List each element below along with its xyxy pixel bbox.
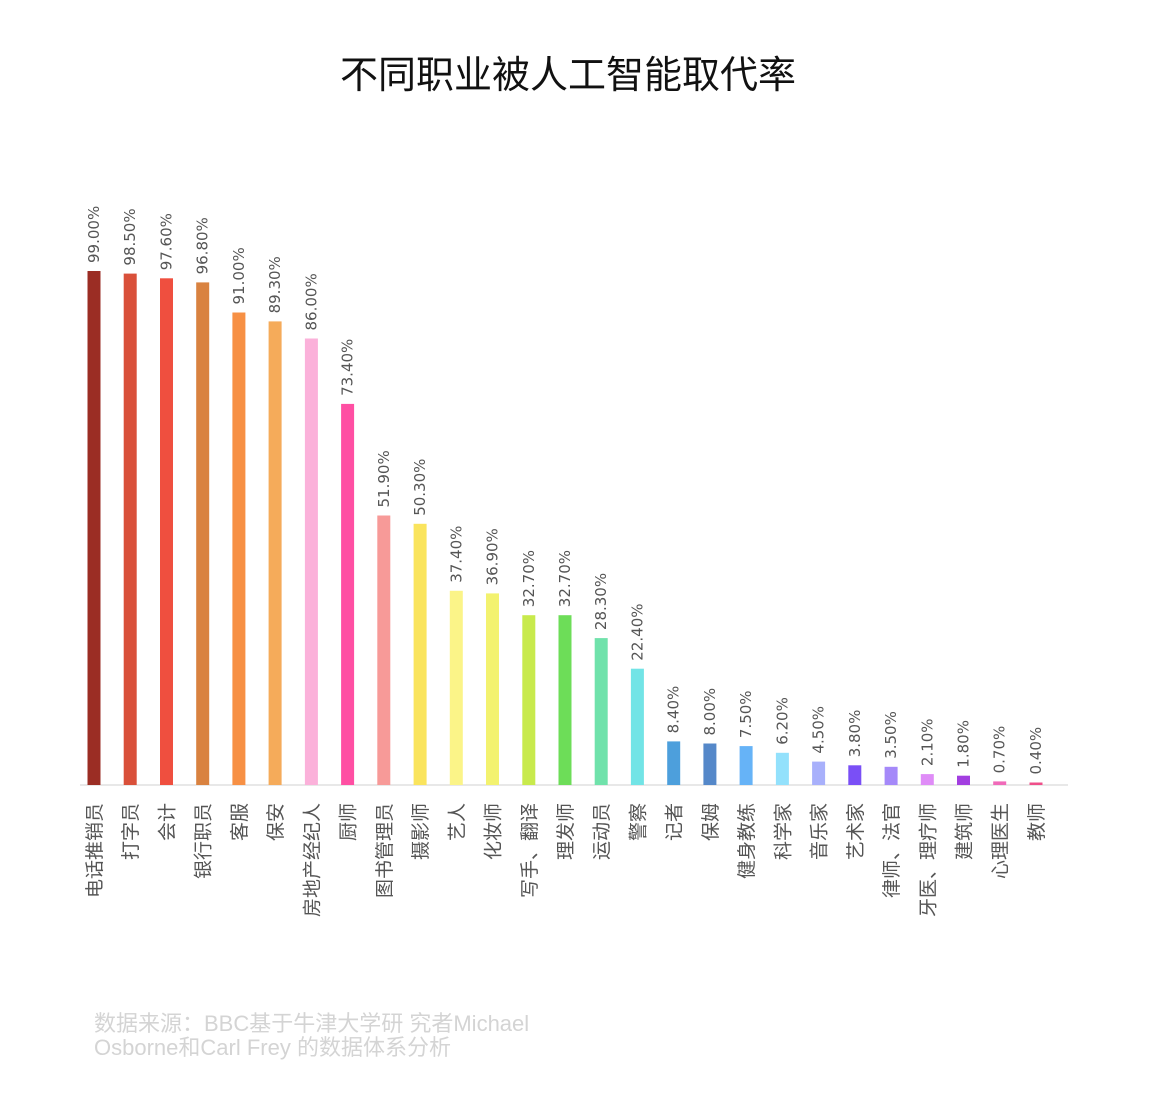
- category-label-0: 电话推销员: [84, 803, 106, 898]
- value-label-23: 2.10%: [918, 718, 936, 766]
- bar-18: [739, 746, 753, 785]
- value-label-8: 51.90%: [375, 450, 393, 507]
- value-label-12: 32.70%: [520, 550, 538, 607]
- category-label-26: 教师: [1026, 803, 1048, 841]
- value-labels: 99.00% 98.50% 97.60% 96.80% 91.00% 89.30% 86.0…: [85, 206, 1045, 775]
- value-label-4: 91.00%: [230, 247, 248, 304]
- bar-17: [703, 743, 717, 785]
- category-label-12: 写手、翻译: [519, 803, 541, 898]
- value-label-3: 96.80%: [194, 217, 212, 274]
- value-label-16: 8.40%: [665, 686, 683, 734]
- category-label-22: 律师、法官: [881, 803, 903, 898]
- value-label-20: 4.50%: [810, 706, 828, 754]
- category-label-1: 打字员: [120, 803, 142, 860]
- source-line-2: Osborne和Carl Frey 的数据体系分析: [94, 1035, 451, 1060]
- bar-20: [812, 761, 826, 785]
- bar-13: [558, 615, 572, 785]
- source-note: 数据来源：BBC基于牛津大学研 究者Michael Osborne和Carl F…: [94, 1012, 714, 1060]
- category-label-23: 牙医、理疗师: [917, 803, 939, 917]
- category-label-8: 图书管理员: [374, 803, 396, 898]
- bar-3: [196, 282, 210, 785]
- value-label-24: 1.80%: [955, 720, 973, 768]
- category-label-10: 艺人: [446, 803, 468, 841]
- category-label-19: 科学家: [772, 803, 794, 860]
- value-label-15: 22.40%: [628, 603, 646, 660]
- value-label-25: 0.70%: [991, 726, 1009, 774]
- value-label-2: 97.60%: [158, 213, 176, 270]
- chart-title: 不同职业被人工智能取代率: [340, 53, 796, 97]
- bar-0: [87, 271, 101, 785]
- bar-6: [304, 338, 318, 785]
- value-label-11: 36.90%: [484, 528, 502, 585]
- category-labels: 电话推销员 打字员 会计 银行职员 客服 保安 房地产经纪人 厨师 图书管理员 摄影师 艺人 化妆师写…: [84, 803, 1048, 917]
- category-label-7: 厨师: [338, 803, 360, 841]
- category-label-14: 运动员: [591, 803, 613, 860]
- value-label-9: 50.30%: [411, 459, 429, 516]
- value-label-1: 98.50%: [121, 208, 139, 265]
- value-label-7: 73.40%: [339, 339, 357, 396]
- category-label-5: 保安: [265, 803, 287, 841]
- category-label-16: 记者: [664, 803, 686, 841]
- bar-2: [160, 278, 173, 785]
- value-label-18: 7.50%: [737, 690, 755, 738]
- category-label-25: 心理医生: [990, 803, 1012, 879]
- value-label-14: 28.30%: [592, 573, 610, 630]
- bar-5: [268, 321, 282, 785]
- category-label-20: 音乐家: [809, 803, 831, 860]
- bar-14: [594, 638, 608, 785]
- bar-23: [920, 774, 934, 785]
- source-line-1: 数据来源：BBC基于牛津大学研 究者Michael: [94, 1011, 530, 1036]
- category-label-2: 会计: [157, 803, 179, 841]
- value-label-22: 3.50%: [882, 711, 900, 759]
- category-label-17: 保姆: [700, 803, 722, 841]
- category-label-3: 银行职员: [193, 803, 215, 879]
- category-label-9: 摄影师: [410, 803, 432, 860]
- category-label-4: 客服: [229, 803, 251, 841]
- category-label-11: 化妆师: [483, 803, 505, 860]
- category-label-13: 理发师: [555, 803, 577, 860]
- bar-25: [993, 781, 1007, 785]
- value-label-13: 32.70%: [556, 550, 574, 607]
- bar-22: [884, 766, 898, 785]
- bar-19: [775, 752, 789, 785]
- bar-26: [1029, 782, 1043, 785]
- bar-16: [667, 741, 681, 785]
- category-label-24: 建筑师: [954, 803, 976, 860]
- bar-1: [123, 273, 137, 785]
- value-label-19: 6.20%: [773, 697, 791, 745]
- bar-21: [848, 765, 862, 785]
- category-label-6: 房地产经纪人: [301, 803, 323, 917]
- value-label-0: 99.00%: [85, 206, 103, 263]
- value-label-17: 8.00%: [701, 688, 719, 736]
- bar-24: [957, 775, 970, 785]
- bar-10: [449, 590, 463, 785]
- bar-15: [630, 668, 644, 785]
- value-label-21: 3.80%: [846, 710, 864, 758]
- bar-4: [232, 312, 246, 785]
- category-label-18: 健身教练: [736, 803, 758, 879]
- value-label-6: 86.00%: [302, 273, 320, 330]
- bar-series: [87, 271, 1043, 785]
- bar-8: [377, 515, 391, 785]
- bar-11: [486, 593, 499, 785]
- value-label-26: 0.40%: [1027, 727, 1045, 775]
- category-label-15: 警察: [627, 803, 649, 841]
- value-label-10: 37.40%: [447, 526, 465, 583]
- bar-12: [522, 615, 536, 785]
- category-label-21: 艺术家: [845, 803, 867, 860]
- value-label-5: 89.30%: [266, 256, 284, 313]
- bar-7: [341, 403, 355, 785]
- bar-9: [413, 523, 427, 785]
